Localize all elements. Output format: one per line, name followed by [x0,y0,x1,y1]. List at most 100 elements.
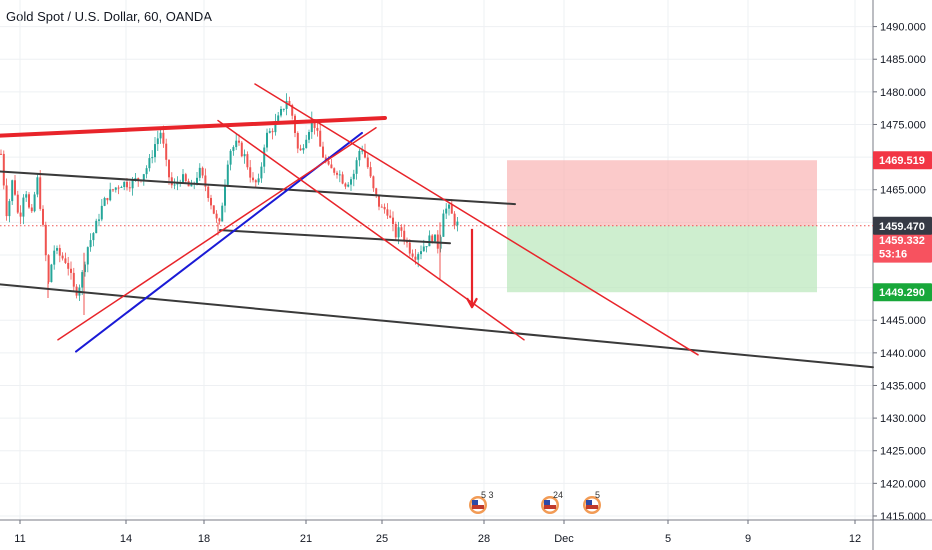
candle-body [392,217,394,225]
candle-body [11,180,14,202]
flag-icon [544,505,556,509]
trend-line [254,83,699,356]
candle-body [170,177,173,186]
candle-body [285,100,288,109]
candle-body [109,189,112,201]
candle-body [232,147,235,151]
candle-body [246,154,249,168]
candle-body [299,148,302,151]
x-tick-label: 25 [376,533,388,545]
target-price-tag-label: 1449.290 [879,287,925,299]
candle-body [456,221,459,226]
stop-price-tag-label: 1469.519 [879,155,925,167]
candle-body [394,224,397,238]
candle-body [53,250,56,265]
candle-body [330,164,333,169]
candle-body [84,264,86,273]
candle-body [19,212,22,217]
candle-body [162,132,165,144]
event-count-label: 24 [553,490,563,500]
candle-body [431,235,434,242]
candle-body [198,167,201,178]
candle-body [400,227,403,231]
candle-body [184,174,187,182]
candle-body [100,205,103,220]
event-count-label: 5 3 [481,490,494,500]
candle-body [44,224,47,256]
candle-body [260,166,263,179]
candle-body [310,119,313,133]
y-tick-label: 1430.000 [880,413,926,425]
candle-body [33,194,36,212]
candle-body [448,204,450,209]
x-tick-label: 5 [665,533,671,545]
candle-body [39,177,42,209]
candle-body [182,174,184,183]
candle-body [428,235,431,247]
flag-canton [472,500,478,505]
candle-body [117,187,120,189]
candle-body [212,205,215,214]
candle-body [98,219,100,221]
candle-body [386,209,389,216]
candle-body [61,255,64,259]
target-price-tag [873,283,932,302]
candle-body [30,207,33,212]
bar-countdown-tag-label: 53:16 [879,249,907,261]
y-tick-label: 1445.000 [880,315,926,327]
candle-body [25,194,28,198]
candle-body [22,197,25,217]
stop-price-tag [873,151,932,170]
candle-body [277,115,280,122]
x-tick-label: 9 [745,533,751,545]
candle-body [417,254,420,260]
candle-body [142,174,145,182]
candle-body [240,142,243,157]
candle-body [364,150,366,158]
candle-body [47,255,50,283]
candle-body [336,172,338,175]
current-price-tag-label: 1459.470 [879,221,925,233]
trend-line [0,115,387,138]
candle-body [114,187,117,190]
candle-body [137,178,140,180]
y-tick-label: 1425.000 [880,446,926,458]
candle-body [453,213,456,226]
candle-body [112,189,114,191]
candle-body [176,183,179,185]
candle-body [341,174,344,184]
candle-body [403,230,406,241]
flag-canton [586,500,592,505]
previous-close-tag [873,230,932,249]
candle-body [72,272,75,287]
candle-body [369,167,372,177]
candle-body [151,157,154,159]
candle-body [95,220,98,234]
candle-body [397,227,400,238]
candle-body [120,186,123,188]
candle-body [288,100,291,106]
candle-body [408,242,411,254]
candle-body [420,251,422,255]
candle-body [196,177,198,184]
candle-body [70,268,72,273]
candle-body [442,213,445,237]
current-price-tag [873,216,932,235]
x-tick-label: 28 [478,533,490,545]
candle-body [383,206,386,210]
event-count-label: 5 [595,490,600,500]
candle-body [355,160,358,174]
take-profit-zone [507,225,817,293]
candle-body [50,264,53,283]
economic-event-icon: 24 [541,490,563,514]
candle-body [322,146,324,158]
candle-body [106,198,109,201]
candle-body [36,177,39,195]
candle-body [226,164,229,185]
candle-body [445,208,448,214]
candle-body [338,174,341,176]
candle-body [103,198,106,206]
candle-body [316,127,319,131]
x-tick-label: Dec [554,533,574,545]
